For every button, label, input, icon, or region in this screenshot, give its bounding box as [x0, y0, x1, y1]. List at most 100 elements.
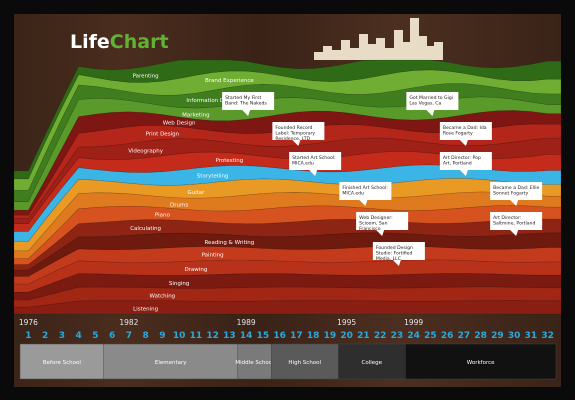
label-storytelling: Storytelling: [197, 173, 229, 179]
label-reading-writing: Reading & Writing: [204, 240, 254, 246]
skyline-building: [434, 42, 443, 60]
annotation-pointer: [426, 110, 435, 116]
age-7: 7: [126, 331, 132, 341]
age-31: 31: [525, 331, 538, 341]
age-17: 17: [290, 331, 303, 341]
stage-label-high-school: High School: [288, 360, 321, 366]
band-singing: [14, 273, 561, 301]
skyline-building: [314, 52, 323, 60]
skyline-building: [350, 48, 359, 60]
skyline-building: [418, 36, 427, 60]
stage-label-elementary: Elementary: [155, 360, 187, 366]
annotation-text: Art Director: Pop Art, Portland: [443, 155, 481, 167]
age-10: 10: [173, 331, 186, 341]
annotation-founded-record-label-temporary: Founded Record Label: Temporary Residence,…: [272, 122, 325, 146]
age-3: 3: [59, 331, 65, 341]
annotation-pointer: [309, 170, 318, 176]
age-16: 16: [273, 331, 286, 341]
stage-label-middle-school: Middle School: [235, 360, 274, 366]
milestone-annotations: Started My First Band: The Nakeds Founded …: [222, 92, 543, 266]
skyline-building: [359, 34, 368, 60]
annotation-pointer: [292, 140, 301, 146]
stage-label-workforce: Workforce: [467, 360, 495, 366]
stage-workforce: [405, 343, 557, 380]
year-1995: 1995: [337, 318, 356, 327]
annotation-box: [272, 122, 325, 140]
band-parenting: [14, 59, 561, 180]
skyline-building: [323, 46, 332, 60]
annotation-text: Web Designer: Scioom, San Francisco: [359, 215, 393, 232]
age-22: 22: [374, 331, 387, 341]
annotation-pointer: [510, 200, 519, 206]
skyline-building: [332, 50, 341, 60]
age-25: 25: [424, 331, 437, 341]
skyline-building: [341, 40, 350, 60]
annotation-web-designer-scioom-san-franci: Web Designer: Scioom, San Francisco: [356, 212, 409, 236]
age-19: 19: [324, 331, 337, 341]
age-24: 24: [407, 331, 420, 341]
band-storytelling: [14, 164, 561, 242]
band-videography: [14, 137, 561, 224]
annotation-pointer: [459, 140, 468, 146]
skyline-building: [426, 46, 435, 60]
age-11: 11: [190, 331, 203, 341]
annotation-founded-design-studio-fortifie: Founded Design Studio: Fortified Media, LL…: [372, 242, 425, 266]
age-27: 27: [458, 331, 471, 341]
activity-labels: Listening Watching Singing Drawing Painting R…: [128, 74, 254, 313]
annotation-text: Finished Art School: MICA.edu: [342, 185, 388, 197]
city-skyline: [314, 18, 443, 60]
label-painting: Painting: [202, 252, 224, 258]
annotation-text: Founded Design Studio: Fortified Media, LL…: [376, 245, 413, 262]
life-chart: LifeChart Listening Watching Singing Drawin…: [14, 18, 561, 380]
annotation-pointer: [392, 260, 401, 266]
annotation-got-married-to-gigi-las-vegas-: Got Married to Gigi Las Vegas, Ca: [406, 92, 459, 116]
age-18: 18: [307, 331, 320, 341]
annotation-box: [339, 182, 392, 200]
age-numbers: 1 2 3 4 5 6 7 8 9 10 11 12 13 14 15 16 17 18 19 20 21 22 23 24 2…: [25, 331, 554, 341]
annotation-box: [289, 152, 342, 170]
stage-high-school: [271, 343, 339, 380]
label-watching: Watching: [150, 293, 176, 299]
label-calculating: Calculating: [130, 226, 161, 232]
label-parenting: Parenting: [133, 74, 159, 80]
age-9: 9: [159, 331, 165, 341]
activity-bands: [14, 59, 561, 315]
label-web-design: Web Design: [163, 121, 196, 127]
age-15: 15: [257, 331, 270, 341]
year-1976: 1976: [19, 318, 38, 327]
stage-label-before-school: Before School: [43, 360, 81, 366]
annotation-pointer: [359, 200, 368, 206]
band-web-design: [14, 110, 561, 216]
age-12: 12: [206, 331, 219, 341]
annotation-became-a-dad-ellie-sonnet-foga: Became a Dad: Ellie Sonnet Fogarty: [490, 182, 543, 206]
age-6: 6: [109, 331, 115, 341]
label-videography: Videography: [128, 148, 164, 154]
annotation-text: Became a Dad: Ellie Sonnet Fogarty: [493, 185, 539, 197]
annotation-text: Became a Dad: Ida Rose Fogarty: [443, 125, 487, 137]
age-32: 32: [541, 331, 554, 341]
age-23: 23: [391, 331, 404, 341]
year-1989: 1989: [237, 318, 256, 327]
annotation-box: [439, 122, 492, 140]
age-5: 5: [92, 331, 98, 341]
age-20: 20: [340, 331, 353, 341]
label-guitar: Guitar: [187, 190, 205, 196]
title-life: Life: [70, 31, 110, 53]
age-8: 8: [142, 331, 148, 341]
annotation-box: [439, 152, 492, 170]
annotation-text: Started My First Band: The Nakeds: [225, 95, 267, 107]
age-4: 4: [75, 331, 81, 341]
label-piano: Piano: [155, 213, 171, 219]
label-brand-experience: Brand Experience: [205, 78, 254, 84]
annotation-text: Founded Record Label: Temporary Residence,…: [275, 125, 315, 142]
label-protesting: Protesting: [215, 158, 243, 164]
label-drums: Drums: [170, 202, 188, 208]
skyline-building: [394, 30, 403, 60]
annotation-box: [490, 212, 543, 230]
label-listening: Listening: [133, 306, 158, 312]
annotation-box: [406, 92, 459, 110]
year-1982: 1982: [119, 318, 138, 327]
band-listening: [14, 300, 561, 315]
label-drawing: Drawing: [184, 267, 207, 273]
